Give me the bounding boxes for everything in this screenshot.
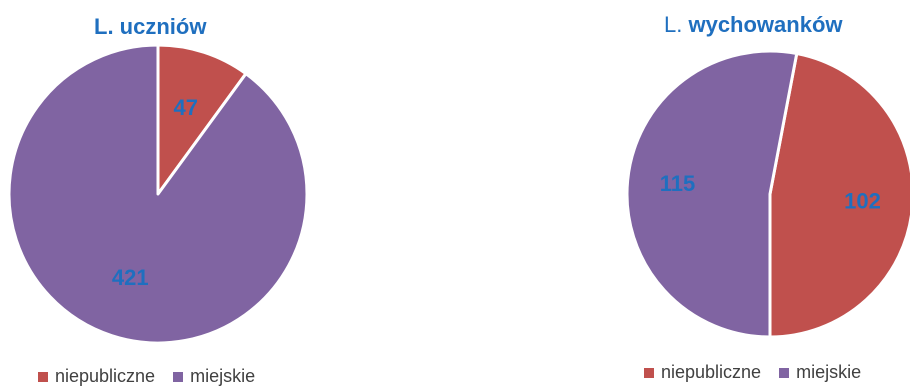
- chart-legend: niepubliczne miejskie: [38, 366, 273, 387]
- pie-slice-niepubliczne: [156, 43, 248, 196]
- legend-swatch-miejskie: [779, 367, 790, 378]
- legend-label: niepubliczne: [55, 366, 156, 386]
- legend-label: miejskie: [796, 362, 862, 382]
- chart-title-text: wychowanków: [688, 12, 843, 37]
- legend-label: miejskie: [190, 366, 256, 386]
- chart-title: L. uczniów: [94, 14, 206, 40]
- pie-slice-niepubliczne: [768, 52, 910, 339]
- legend-item-niepubliczne: niepubliczne: [38, 366, 155, 387]
- legend-swatch-niepubliczne: [644, 367, 654, 378]
- pie-chart-uczniow: L. uczniów 47 421 niepubliczne miejskie: [0, 0, 320, 387]
- data-label-niepubliczne: 47: [173, 95, 197, 120]
- pie-slice-miejskie: [7, 43, 309, 345]
- pie-svg: 102 115: [625, 49, 910, 339]
- pie-slice-miejskie: [625, 49, 799, 339]
- data-label-miejskie: 115: [660, 171, 696, 196]
- pie-chart-wychowankow: L. wychowanków 102 115 niepubliczne miejs…: [600, 0, 910, 387]
- chart-title: L. wychowanków: [664, 12, 843, 38]
- legend-item-miejskie: miejskie: [779, 362, 861, 383]
- data-label-niepubliczne: 102: [844, 189, 881, 214]
- legend-item-niepubliczne: niepubliczne: [644, 362, 761, 383]
- chart-legend: niepubliczne miejskie: [644, 362, 879, 383]
- pie-svg: 47 421: [7, 43, 309, 345]
- data-label-miejskie: 421: [112, 265, 149, 290]
- legend-label: niepubliczne: [661, 362, 762, 382]
- chart-title-text: L. uczniów: [94, 14, 207, 39]
- legend-swatch-niepubliczne: [38, 371, 48, 382]
- chart-title-prefix: L.: [664, 12, 689, 37]
- legend-swatch-miejskie: [173, 371, 184, 382]
- legend-item-miejskie: miejskie: [173, 366, 255, 387]
